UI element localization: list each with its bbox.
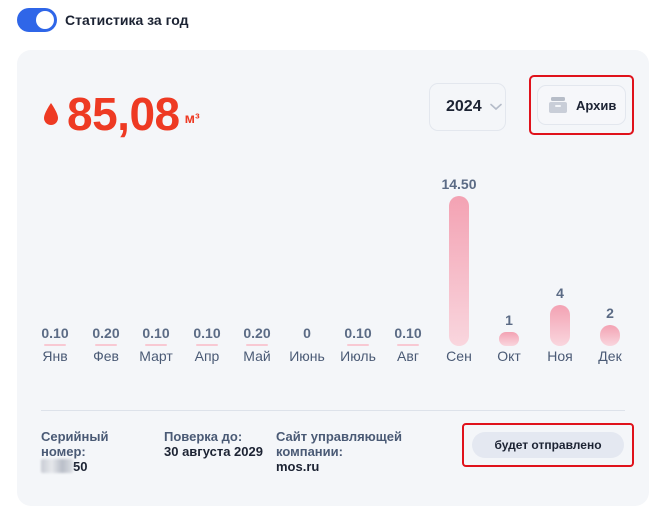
serial-number-value: 50 [41,459,131,474]
bar[interactable] [600,325,620,346]
bar-value-label: 0 [303,325,311,341]
send-status-highlight: будет отправлено [462,423,634,467]
toggle-knob [36,11,54,29]
year-select-value: 2024 [446,98,482,115]
bar[interactable] [145,344,167,346]
divider [41,410,625,411]
month-label: Март [139,348,173,364]
bar[interactable] [550,305,570,346]
chevron-down-icon [489,103,502,111]
company-site-link[interactable]: mos.ru [276,459,320,474]
bar-value-label: 0.10 [344,325,372,341]
archive-highlight: Архив [529,75,634,135]
bar[interactable] [44,344,66,346]
bar-value-label: 14.50 [441,176,477,192]
bar-value-label: 2 [606,305,614,321]
bar-value-label: 0.10 [394,325,422,341]
bar[interactable] [347,344,369,346]
verification-block: Поверка до: 30 августа 2029 [164,429,264,459]
bar[interactable] [196,344,218,346]
archive-box-icon [549,97,567,113]
bar-value-label: 0.10 [193,325,221,341]
water-drop-icon [44,103,58,125]
verification-label: Поверка до: [164,429,243,444]
month-label: Ноя [547,348,573,364]
total-unit: м³ [184,110,200,126]
month-label: Июнь [289,348,325,364]
bar[interactable] [397,344,419,346]
month-label: Фев [93,348,119,364]
bar-value-label: 0.10 [142,325,170,341]
serial-number-label: Серийный номер: [41,429,109,459]
month-label: Сен [446,348,472,364]
serial-number-block: Серийный номер: 50 [41,429,131,474]
month-label: Июль [340,348,376,364]
month-label: Апр [194,348,220,364]
bar[interactable] [449,196,469,346]
year-select[interactable]: 2024 [429,83,506,131]
bar-value-label: 0.20 [92,325,120,341]
toggle-label: Статистика за год [65,12,189,28]
archive-label: Архив [576,97,617,113]
verification-date: 30 августа 2029 [164,444,263,459]
bar[interactable] [246,344,268,346]
month-label: Янв [42,348,68,364]
total-value: 85,08 [67,88,180,140]
redacted-serial [41,459,73,473]
bar-value-label: 4 [556,285,564,301]
stats-toggle-row: Статистика за год [17,6,189,34]
bar[interactable] [499,332,519,346]
month-label: Окт [497,348,521,364]
bar-value-label: 1 [505,312,513,328]
company-site-block: Сайт управляющей компании: mos.ru [276,429,416,474]
yearly-stats-toggle[interactable] [17,8,57,32]
bar[interactable] [95,344,117,346]
send-status-button[interactable]: будет отправлено [472,432,624,458]
company-site-label: Сайт управляющей компании: [276,429,402,459]
archive-button[interactable]: Архив [537,85,626,125]
total-consumption: 85,08 м³ [43,88,200,140]
bar-value-label: 0.20 [243,325,271,341]
month-label: Май [243,348,271,364]
month-label: Дек [598,348,622,364]
stats-card: 85,08 м³ 2024 Архив 0.10 Янв 0.20 Фев 0.10 Ма… [17,50,649,506]
month-label: Авг [397,348,419,364]
bar-value-label: 0.10 [41,325,69,341]
